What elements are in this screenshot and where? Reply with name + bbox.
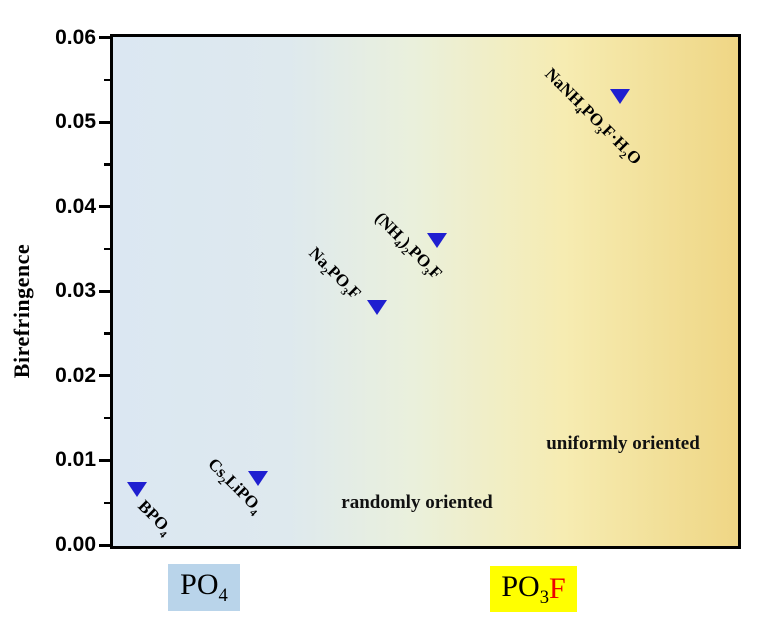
group-label-po3f: PO3 F — [490, 566, 577, 612]
y-tick-major — [99, 36, 111, 39]
y-tick-minor — [104, 78, 111, 82]
y-tick-minor — [104, 501, 111, 504]
y-tick-major — [99, 543, 111, 547]
y-tick-major — [99, 205, 111, 209]
data-point-marker — [367, 300, 388, 316]
y-tick-label: 0.02 — [55, 363, 96, 387]
plot-area — [110, 34, 741, 549]
y-tick-major — [99, 374, 111, 378]
y-tick-label: 0.06 — [55, 25, 96, 49]
y-tick-label: 0.01 — [55, 448, 96, 472]
annotation-randomly-oriented: randomly oriented — [341, 492, 493, 513]
group-label-po3f-accent: F — [548, 572, 566, 605]
group-label-po3f-text: PO3 — [501, 569, 549, 608]
y-tick-label: 0.00 — [55, 533, 96, 556]
data-point-marker — [247, 471, 268, 487]
y-tick-minor — [104, 332, 111, 335]
y-axis-title: Birefringence — [9, 243, 34, 379]
y-tick-label: 0.04 — [55, 194, 96, 218]
y-tick-major — [99, 120, 111, 124]
y-tick-minor — [104, 163, 111, 166]
y-tick-minor — [104, 247, 111, 251]
annotation-uniformly-oriented: uniformly oriented — [546, 433, 700, 454]
group-label-po4-text: PO4 — [180, 568, 228, 606]
y-tick-minor — [104, 416, 111, 420]
data-point-marker — [126, 482, 147, 498]
data-point-marker — [427, 232, 448, 248]
group-label-po4: PO4 — [168, 564, 240, 611]
data-point-marker — [610, 88, 631, 104]
y-tick-major — [99, 289, 111, 293]
y-tick-major — [99, 458, 111, 462]
y-tick-label: 0.05 — [55, 110, 96, 134]
y-tick-label: 0.03 — [55, 279, 96, 303]
